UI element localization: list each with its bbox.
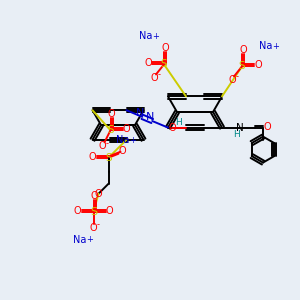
Text: O: O — [239, 45, 247, 56]
Text: Na: Na — [259, 41, 273, 51]
Text: +: + — [86, 235, 93, 244]
Text: O: O — [90, 223, 97, 233]
Text: H: H — [234, 130, 240, 139]
Text: O: O — [168, 123, 176, 133]
Text: -: - — [106, 139, 109, 148]
Text: -: - — [236, 72, 238, 81]
Text: +: + — [153, 32, 159, 41]
Text: O: O — [91, 191, 98, 201]
Text: S: S — [90, 207, 97, 217]
Text: O: O — [95, 189, 102, 199]
Text: O: O — [144, 58, 152, 68]
Text: Na: Na — [116, 135, 129, 145]
Text: S: S — [239, 61, 245, 71]
Text: S: S — [161, 59, 167, 69]
Text: H: H — [175, 118, 182, 127]
Text: S: S — [107, 125, 114, 135]
Text: N: N — [136, 108, 145, 118]
Text: O: O — [123, 124, 130, 134]
Text: -: - — [158, 70, 160, 79]
Text: Na: Na — [73, 235, 86, 245]
Text: O: O — [106, 206, 113, 216]
Text: O: O — [254, 60, 262, 70]
Text: O: O — [99, 141, 106, 151]
Text: Na: Na — [139, 32, 153, 41]
Text: O: O — [263, 122, 271, 132]
Text: O: O — [108, 109, 115, 119]
Text: O: O — [74, 206, 81, 216]
Text: O: O — [228, 75, 236, 85]
Text: O: O — [89, 152, 96, 162]
Text: N: N — [236, 123, 244, 133]
Text: S: S — [105, 153, 112, 163]
Text: O: O — [161, 44, 169, 53]
Text: +: + — [273, 42, 279, 51]
Text: O: O — [119, 146, 126, 156]
Text: -: - — [97, 220, 100, 229]
Text: N: N — [146, 112, 154, 122]
Text: +: + — [129, 136, 136, 145]
Text: O: O — [150, 74, 158, 83]
